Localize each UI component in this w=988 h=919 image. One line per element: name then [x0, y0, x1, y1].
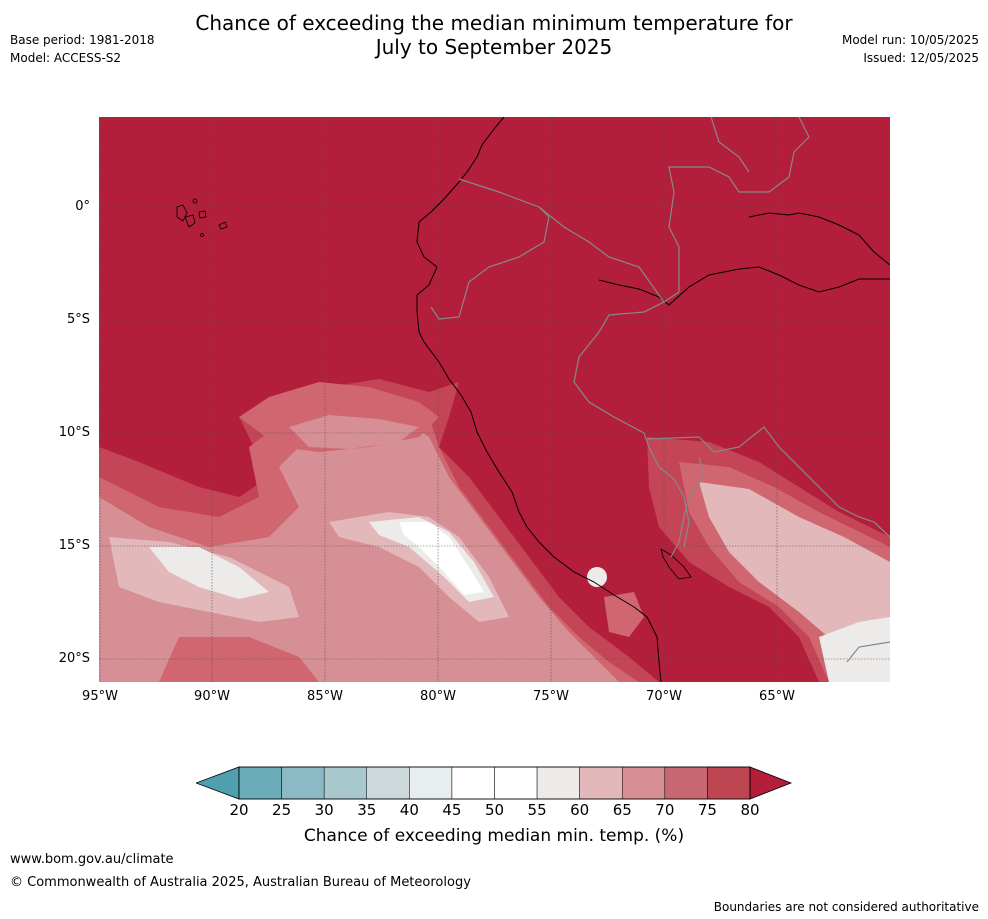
graticule: [99, 117, 890, 682]
region-55-east: [819, 617, 890, 682]
colorbar-tick-30: 30: [314, 801, 334, 819]
region-60-north: [289, 415, 419, 449]
title-line-2: July to September 2025: [375, 35, 613, 59]
colorbar-tick-45: 45: [442, 801, 462, 819]
region-50-center: [399, 522, 484, 595]
colorbar-tick-60: 60: [570, 801, 590, 819]
lon-label-75w: 75°W: [533, 689, 569, 704]
lat-label-15s: 15°S: [58, 538, 90, 553]
model-text: Model: ACCESS-S2: [10, 51, 122, 65]
colorbar-tick-75: 75: [697, 801, 717, 819]
colorbar-tick-55: 55: [527, 801, 547, 819]
colorbar-cell-40-45: [409, 766, 453, 800]
region-55-west: [149, 547, 269, 599]
lake-titicaca: [660, 548, 692, 580]
country-borders: [430, 117, 890, 663]
colorbar-cell-70-75: [664, 766, 708, 800]
colorbar-label: Chance of exceeding median min. temp. (%…: [303, 826, 685, 846]
issued-text: Issued: 12/05/2025: [863, 51, 979, 65]
amazon-river: [598, 266, 890, 306]
colorbar-frame: [238, 766, 751, 800]
colorbar-tick-70: 70: [655, 801, 675, 819]
colorbar-tick-40: 40: [399, 801, 419, 819]
lat-label-0: 0°: [75, 199, 90, 214]
lon-label-80w: 80°W: [420, 689, 456, 704]
colorbar-cell-65-70: [622, 766, 666, 800]
colorbar-tick-25: 25: [272, 801, 292, 819]
colorbar-tick-80: 80: [740, 801, 760, 819]
colorbar: [196, 766, 793, 800]
colorbar-cell-30-35: [323, 766, 368, 800]
colorbar-tick-20: 20: [229, 801, 249, 819]
lat-label-5s: 5°S: [66, 312, 90, 327]
lat-label-10s: 10°S: [58, 425, 90, 440]
colorbar-under-arrow: [196, 766, 240, 800]
amazon-river-north: [748, 212, 890, 266]
website-text: www.bom.gov.au/climate: [10, 852, 174, 867]
lon-label-70w: 70°W: [646, 689, 682, 704]
colorbar-cell-75-80: [707, 766, 751, 800]
region-70-southwest: [159, 637, 319, 682]
lon-label-85w: 85°W: [307, 689, 343, 704]
colorbar-cell-50-55: [494, 766, 538, 800]
colorbar-cell-55-60: [536, 766, 580, 800]
copyright-text: © Commonwealth of Australia 2025, Austra…: [10, 875, 471, 890]
galapagos-islands: [176, 198, 228, 237]
forecast-map: [99, 117, 890, 682]
disclaimer-text: Boundaries are not considered authoritat…: [713, 900, 979, 914]
colorbar-tick-50: 50: [484, 801, 505, 819]
colorbar-tick-65: 65: [612, 801, 632, 819]
lon-label-95w: 95°W: [82, 689, 118, 704]
colorbar-tick-35: 35: [357, 801, 377, 819]
colorbar-cell-20-25: [238, 766, 282, 800]
colorbar-over-arrow: [749, 766, 793, 800]
page-title: Chance of exceeding the median minimum t…: [0, 11, 988, 59]
lon-label-65w: 65°W: [759, 689, 795, 704]
region-70-south: [604, 592, 644, 637]
colorbar-cell-25-30: [281, 766, 325, 800]
colorbar-cell-45-50: [451, 766, 495, 800]
coastline: [416, 117, 662, 682]
base-period-text: Base period: 1981-2018: [10, 33, 155, 47]
lat-label-20s: 20°S: [58, 651, 90, 666]
title-line-1: Chance of exceeding the median minimum t…: [195, 11, 793, 35]
colorbar-cell-35-40: [366, 766, 410, 800]
lon-label-90w: 90°W: [194, 689, 230, 704]
colorbar-cell-60-65: [579, 766, 623, 800]
region-55-spot: [587, 567, 607, 587]
model-run-text: Model run: 10/05/2025: [841, 33, 979, 47]
